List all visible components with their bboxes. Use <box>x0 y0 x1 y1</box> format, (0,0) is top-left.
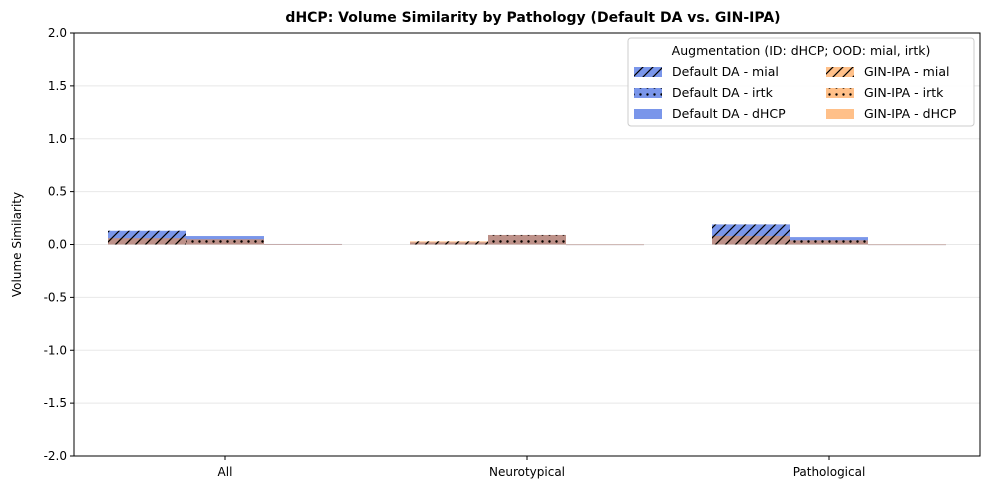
bars <box>108 224 946 246</box>
x-tick-label: All <box>218 465 233 479</box>
legend-items: Default DA - mial Default DA - irtk Defaul… <box>634 64 957 121</box>
y-tick-label: -1.0 <box>44 343 67 357</box>
bar-pattern <box>488 234 566 245</box>
x-tick-label: Pathological <box>793 465 866 479</box>
x-tick-label: Neurotypical <box>489 465 565 479</box>
legend-label: GIN-IPA - mial <box>864 64 949 79</box>
y-tick-label: 1.0 <box>48 132 67 146</box>
bar <box>264 244 342 245</box>
y-tick-label: 0.5 <box>48 185 67 199</box>
bar-pattern <box>108 238 186 245</box>
legend: Augmentation (ID: dHCP; OOD: mial, irtk)… <box>627 37 975 127</box>
y-tick-label: -0.5 <box>44 290 67 304</box>
legend-swatch-pattern <box>634 67 662 77</box>
chart-title: dHCP: Volume Similarity by Pathology (De… <box>285 10 780 26</box>
legend-label: Default DA - mial <box>672 64 779 79</box>
y-tick-label: -1.5 <box>44 396 67 410</box>
legend-label: GIN-IPA - dHCP <box>864 106 957 121</box>
legend-entry: Default DA - dHCP <box>634 106 786 121</box>
bar-pattern <box>410 241 488 245</box>
bar-pattern <box>186 239 264 245</box>
legend-entry: Default DA - mial <box>634 64 779 79</box>
bar <box>566 244 644 246</box>
x-axis: All Neurotypical Pathological <box>218 456 866 479</box>
legend-entry: Default DA - irtk <box>634 85 774 100</box>
legend-swatch-pattern <box>826 88 854 98</box>
y-tick-label: -2.0 <box>44 449 67 463</box>
legend-swatch <box>826 109 854 119</box>
legend-swatch-pattern <box>634 88 662 98</box>
legend-frame <box>627 37 975 127</box>
y-tick-label: 0.0 <box>48 238 67 252</box>
bar <box>868 244 946 246</box>
y-axis-label: Volume Similarity <box>10 192 24 297</box>
legend-label: Default DA - irtk <box>672 85 774 100</box>
bar-pattern <box>712 236 790 245</box>
bar-pattern <box>790 240 868 245</box>
legend-label: GIN-IPA - irtk <box>864 85 944 100</box>
legend-swatch <box>634 109 662 119</box>
legend-swatch-pattern <box>826 67 854 77</box>
legend-entry: GIN-IPA - irtk <box>826 85 944 100</box>
legend-entry: GIN-IPA - dHCP <box>826 106 957 121</box>
y-axis: -2.0 -1.5 -1.0 -0.5 0.0 0.5 1.0 1.5 2.0 <box>44 26 74 463</box>
legend-label: Default DA - dHCP <box>672 106 786 121</box>
legend-title: Augmentation (ID: dHCP; OOD: mial, irtk) <box>672 43 931 58</box>
legend-entry: GIN-IPA - mial <box>826 64 949 79</box>
y-tick-label: 1.5 <box>48 79 67 93</box>
y-tick-label: 2.0 <box>48 26 67 40</box>
